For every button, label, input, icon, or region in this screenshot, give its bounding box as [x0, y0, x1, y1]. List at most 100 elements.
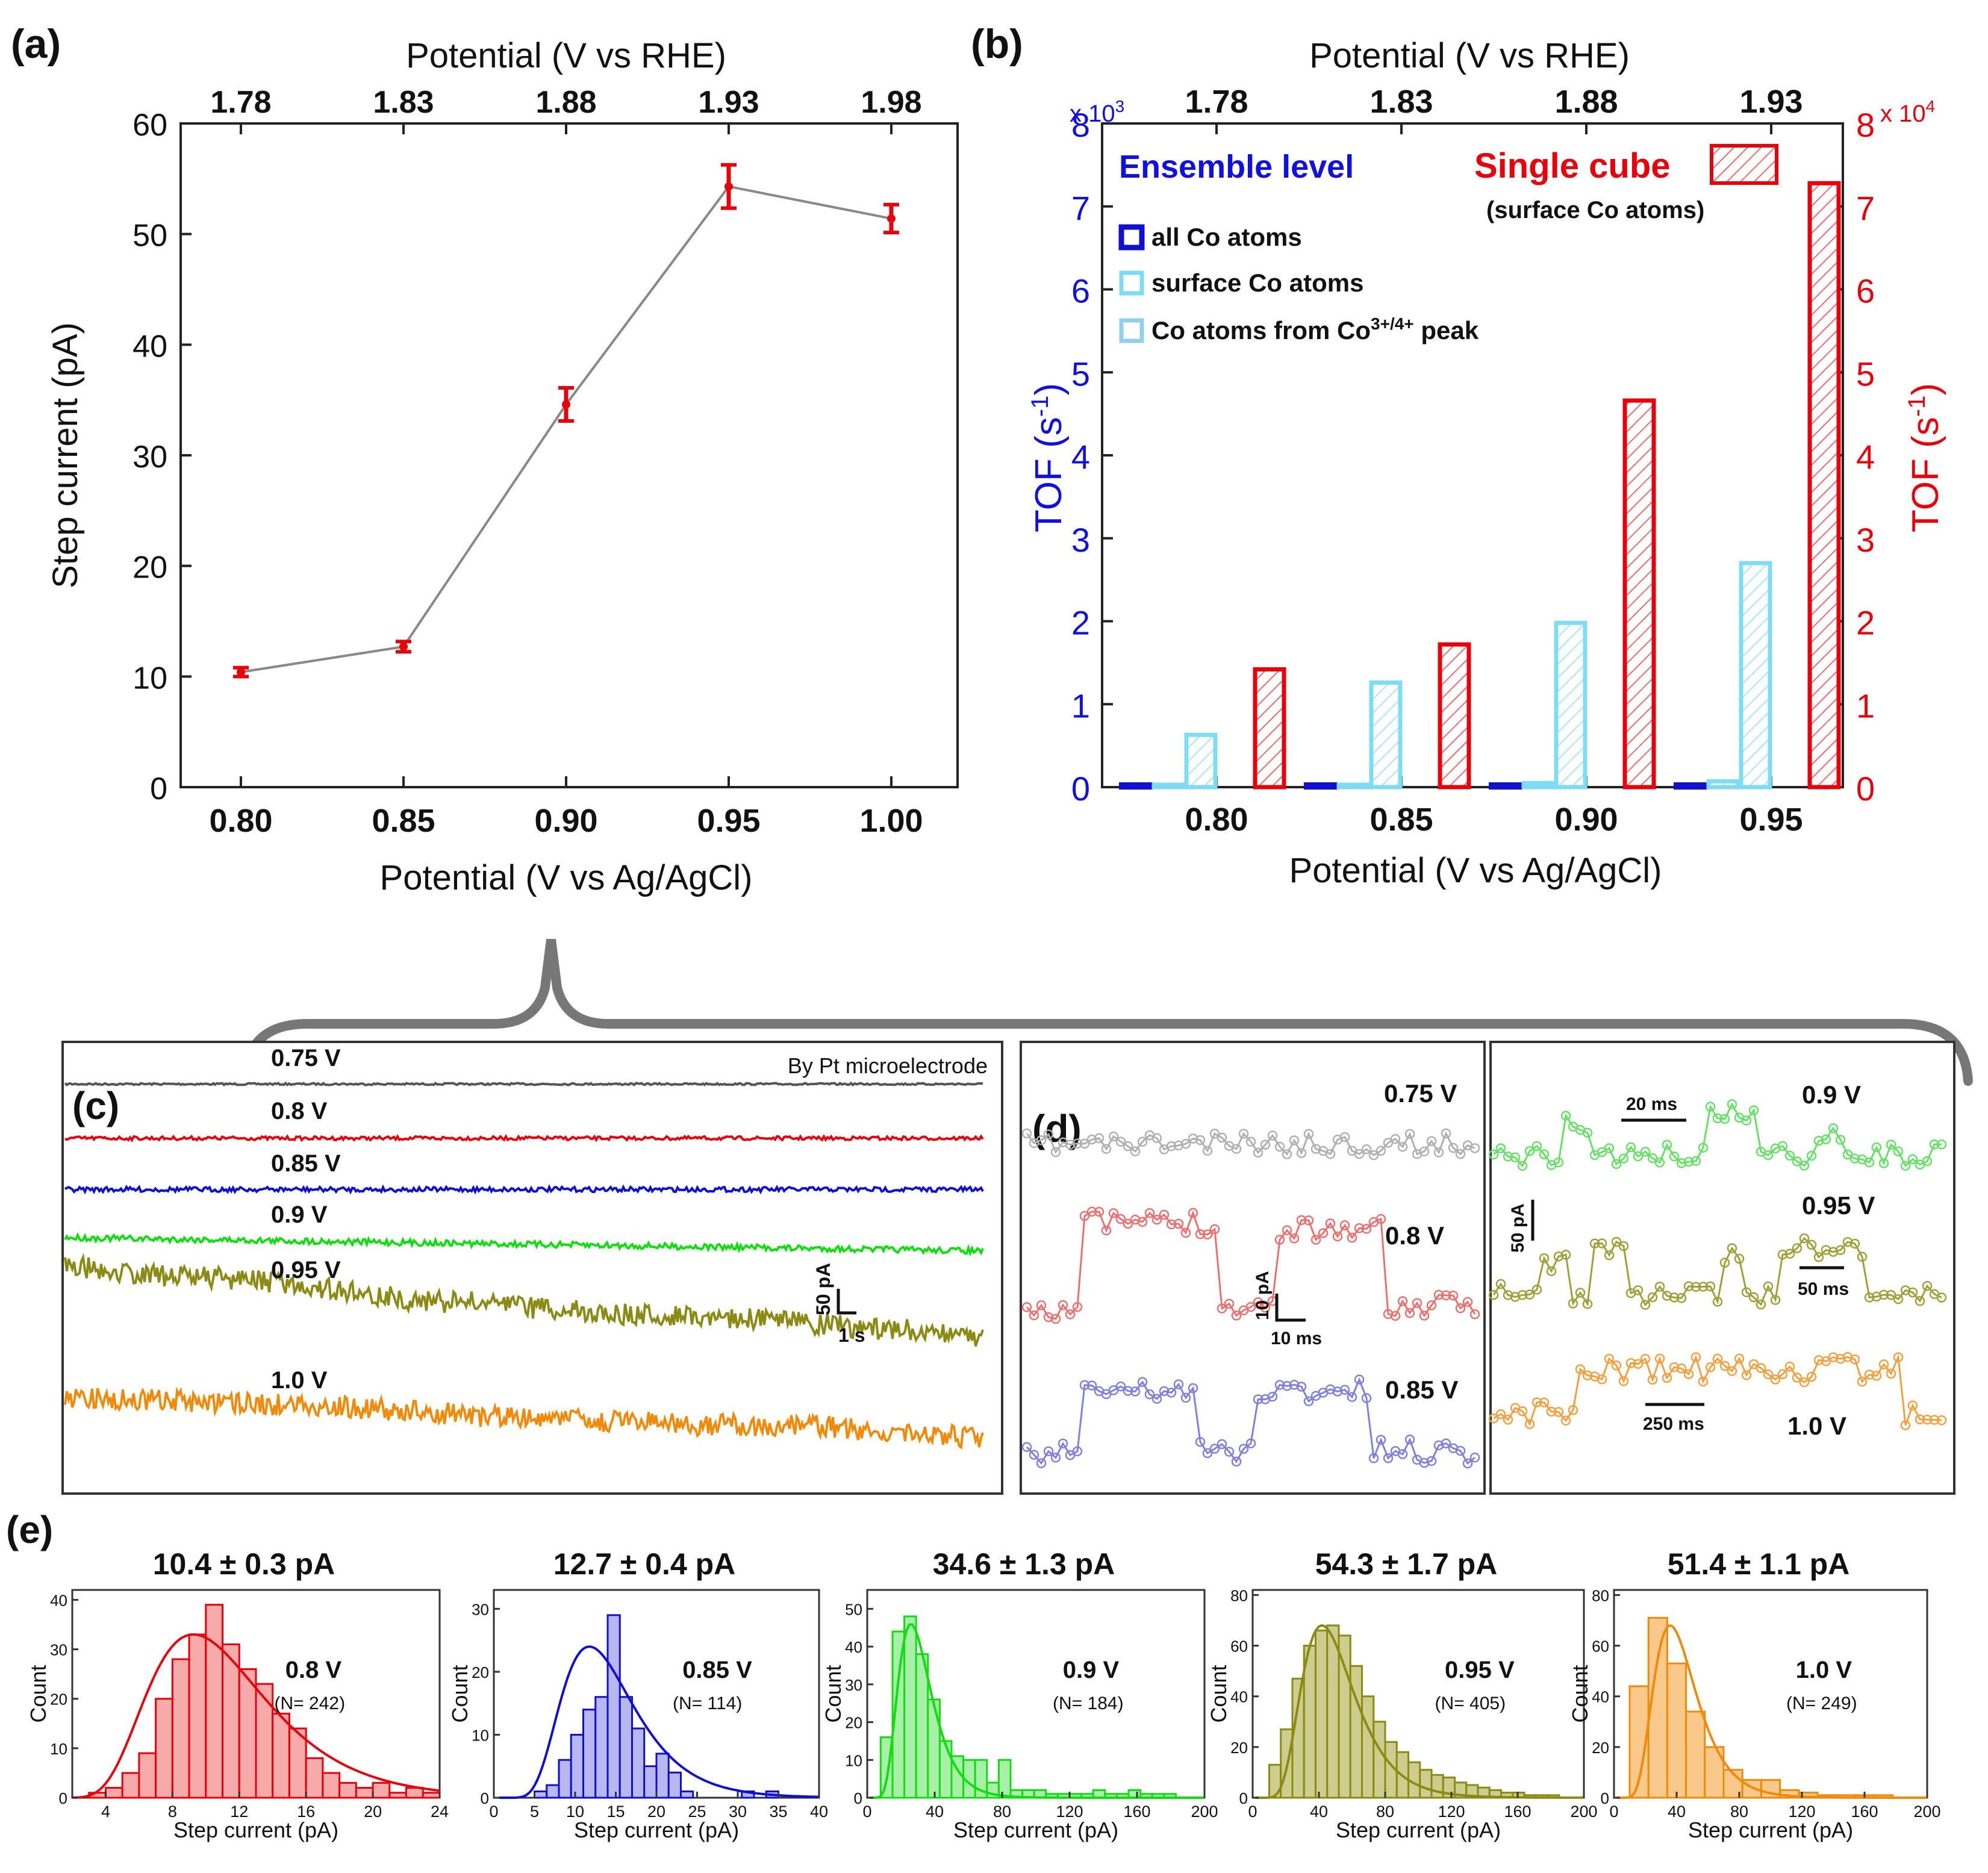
histogram-2: 0 10 20 30 40 50 0 40 80 120 160 200 Step current (p… [821, 1547, 1218, 1842]
panel-d-point [1036, 1458, 1047, 1468]
histogram-x-tick-label: 0 [489, 1803, 498, 1821]
panel-b-x-axis-title: Potential (V vs Ag/AgCl) [1289, 851, 1662, 890]
panel-d-point [1339, 1132, 1350, 1142]
histogram-y-tick-label: 20 [472, 1663, 489, 1681]
panel-d-point [1727, 1099, 1737, 1109]
panel-b-left-multiplier: x 103 [1070, 97, 1124, 127]
panel-d-point [1159, 1209, 1170, 1220]
histogram-bar [558, 1759, 572, 1799]
panel-d-point [1633, 1151, 1644, 1162]
histogram-y-tick-label: 20 [1230, 1739, 1248, 1757]
panel-d-point [1792, 1373, 1803, 1383]
panel-d-point [1575, 1288, 1586, 1298]
panel-c-scale-time: 1 s [838, 1324, 865, 1346]
panel-d-point [1553, 1157, 1564, 1168]
panel-d-point [1719, 1257, 1730, 1268]
panel-d-point [1611, 1360, 1622, 1371]
histogram-potential-label: 0.95 V [1445, 1657, 1515, 1683]
panel-b-right-tick-label: 3 [1856, 521, 1875, 559]
histogram-x-tick-label: 35 [769, 1803, 787, 1821]
histogram-x-tick-label: 120 [1056, 1803, 1083, 1821]
panel-d-point [1050, 1147, 1061, 1158]
panel-b-left-tick-label: 2 [1071, 604, 1090, 642]
panel-d-point [1397, 1141, 1408, 1152]
panel-d-point [1640, 1147, 1651, 1157]
histogram-bar [1326, 1624, 1340, 1799]
histogram-y-tick-label: 30 [50, 1641, 67, 1659]
panel-d-point [1043, 1312, 1054, 1323]
panel-a-top-tick-label: 1.93 [698, 85, 759, 120]
panel-d-point [1347, 1392, 1357, 1402]
panel-d-point [1705, 1281, 1716, 1292]
histogram-x-tick-label: 40 [1668, 1803, 1686, 1821]
panel-d-point [1137, 1217, 1148, 1227]
panel-d-point [1274, 1380, 1285, 1390]
panel-d-point [1539, 1149, 1550, 1159]
histogram-y-tick-label: 10 [472, 1726, 489, 1744]
panel-d-point [1368, 1453, 1379, 1463]
panel-d-point [1166, 1388, 1177, 1398]
bar-surface-co [1706, 779, 1740, 790]
panel-d-point [1101, 1144, 1112, 1154]
panel-d-point [1296, 1148, 1307, 1158]
panel-d-scale-time-250: 250 ms [1643, 1414, 1704, 1434]
panel-d-point [1792, 1243, 1803, 1253]
panel-d-point [1455, 1445, 1466, 1456]
panel-a-y-tick-label: 50 [132, 219, 167, 254]
panel-d-point [1922, 1156, 1933, 1167]
panel-d-point [1806, 1239, 1817, 1250]
panel-a-y-tick-label: 0 [150, 771, 167, 806]
panel-d-point [1209, 1129, 1220, 1139]
panel-a-data-point [887, 214, 896, 223]
panel-d-point [1455, 1148, 1466, 1159]
histogram-x-tick-label: 15 [606, 1803, 625, 1821]
histogram-bar [272, 1712, 290, 1799]
panel-c-label: (c) [72, 1084, 119, 1127]
panel-d-point [1202, 1448, 1213, 1459]
histogram-bar [222, 1643, 240, 1799]
histogram-bar [372, 1781, 391, 1799]
panel-d-point [1654, 1158, 1665, 1168]
panel-d-point [1517, 1161, 1528, 1171]
panel-d-trace-label: 0.9 V [1802, 1080, 1861, 1109]
bar-co-peak [1554, 620, 1588, 790]
panel-d-point [1151, 1394, 1162, 1404]
panel-d-point [1654, 1282, 1665, 1292]
histogram-bar [155, 1698, 173, 1799]
panel-d-point [1756, 1299, 1766, 1310]
panel-d-point [1079, 1211, 1090, 1221]
panel-a-x-tick-label: 0.85 [372, 803, 435, 839]
panel-d-point [1799, 1377, 1810, 1388]
histogram-bar [606, 1614, 621, 1799]
panel-d-point [1828, 1123, 1839, 1133]
histogram-title: 12.7 ± 0.4 pA [553, 1547, 736, 1581]
panel-a-x-tick-label: 0.80 [209, 803, 272, 839]
histogram-y-tick-label: 0 [59, 1789, 67, 1807]
panel-d-point [1907, 1154, 1918, 1165]
histogram-y-tick-label: 30 [472, 1600, 489, 1618]
panel-d-point [1361, 1224, 1372, 1234]
panel-d-point [1792, 1156, 1803, 1167]
histogram-bar [655, 1753, 670, 1799]
panel-a-top-tick-label: 1.88 [535, 85, 596, 120]
histogram-x-tick-label: 10 [566, 1803, 584, 1821]
panel-d-point [1383, 1453, 1394, 1463]
histogram-fit-curve [72, 1633, 440, 1799]
panel-d-trace-label: 0.8 V [1385, 1221, 1444, 1250]
panel-c-trace-label: 0.9 V [271, 1201, 328, 1228]
panel-d-point [1560, 1415, 1571, 1426]
panel-d-point [1690, 1282, 1701, 1292]
histogram-bar [1685, 1710, 1706, 1799]
panel-d-point [1195, 1436, 1206, 1447]
panel-d-point [1086, 1380, 1097, 1391]
panel-d-point [1231, 1144, 1242, 1154]
panel-b-left-tick-label: 3 [1071, 521, 1090, 559]
histogram-4: 0 20 40 60 80 0 40 80 120 160 200 Step current (pA)… [1568, 1547, 1941, 1842]
histogram-bar [570, 1733, 584, 1799]
panel-d-point [1231, 1456, 1242, 1467]
histogram-bar [305, 1757, 324, 1799]
histogram-potential-label: 1.0 V [1796, 1657, 1852, 1683]
panel-d-point [1915, 1296, 1925, 1306]
panel-d-point [1086, 1206, 1097, 1217]
histogram-bar [1373, 1721, 1386, 1799]
